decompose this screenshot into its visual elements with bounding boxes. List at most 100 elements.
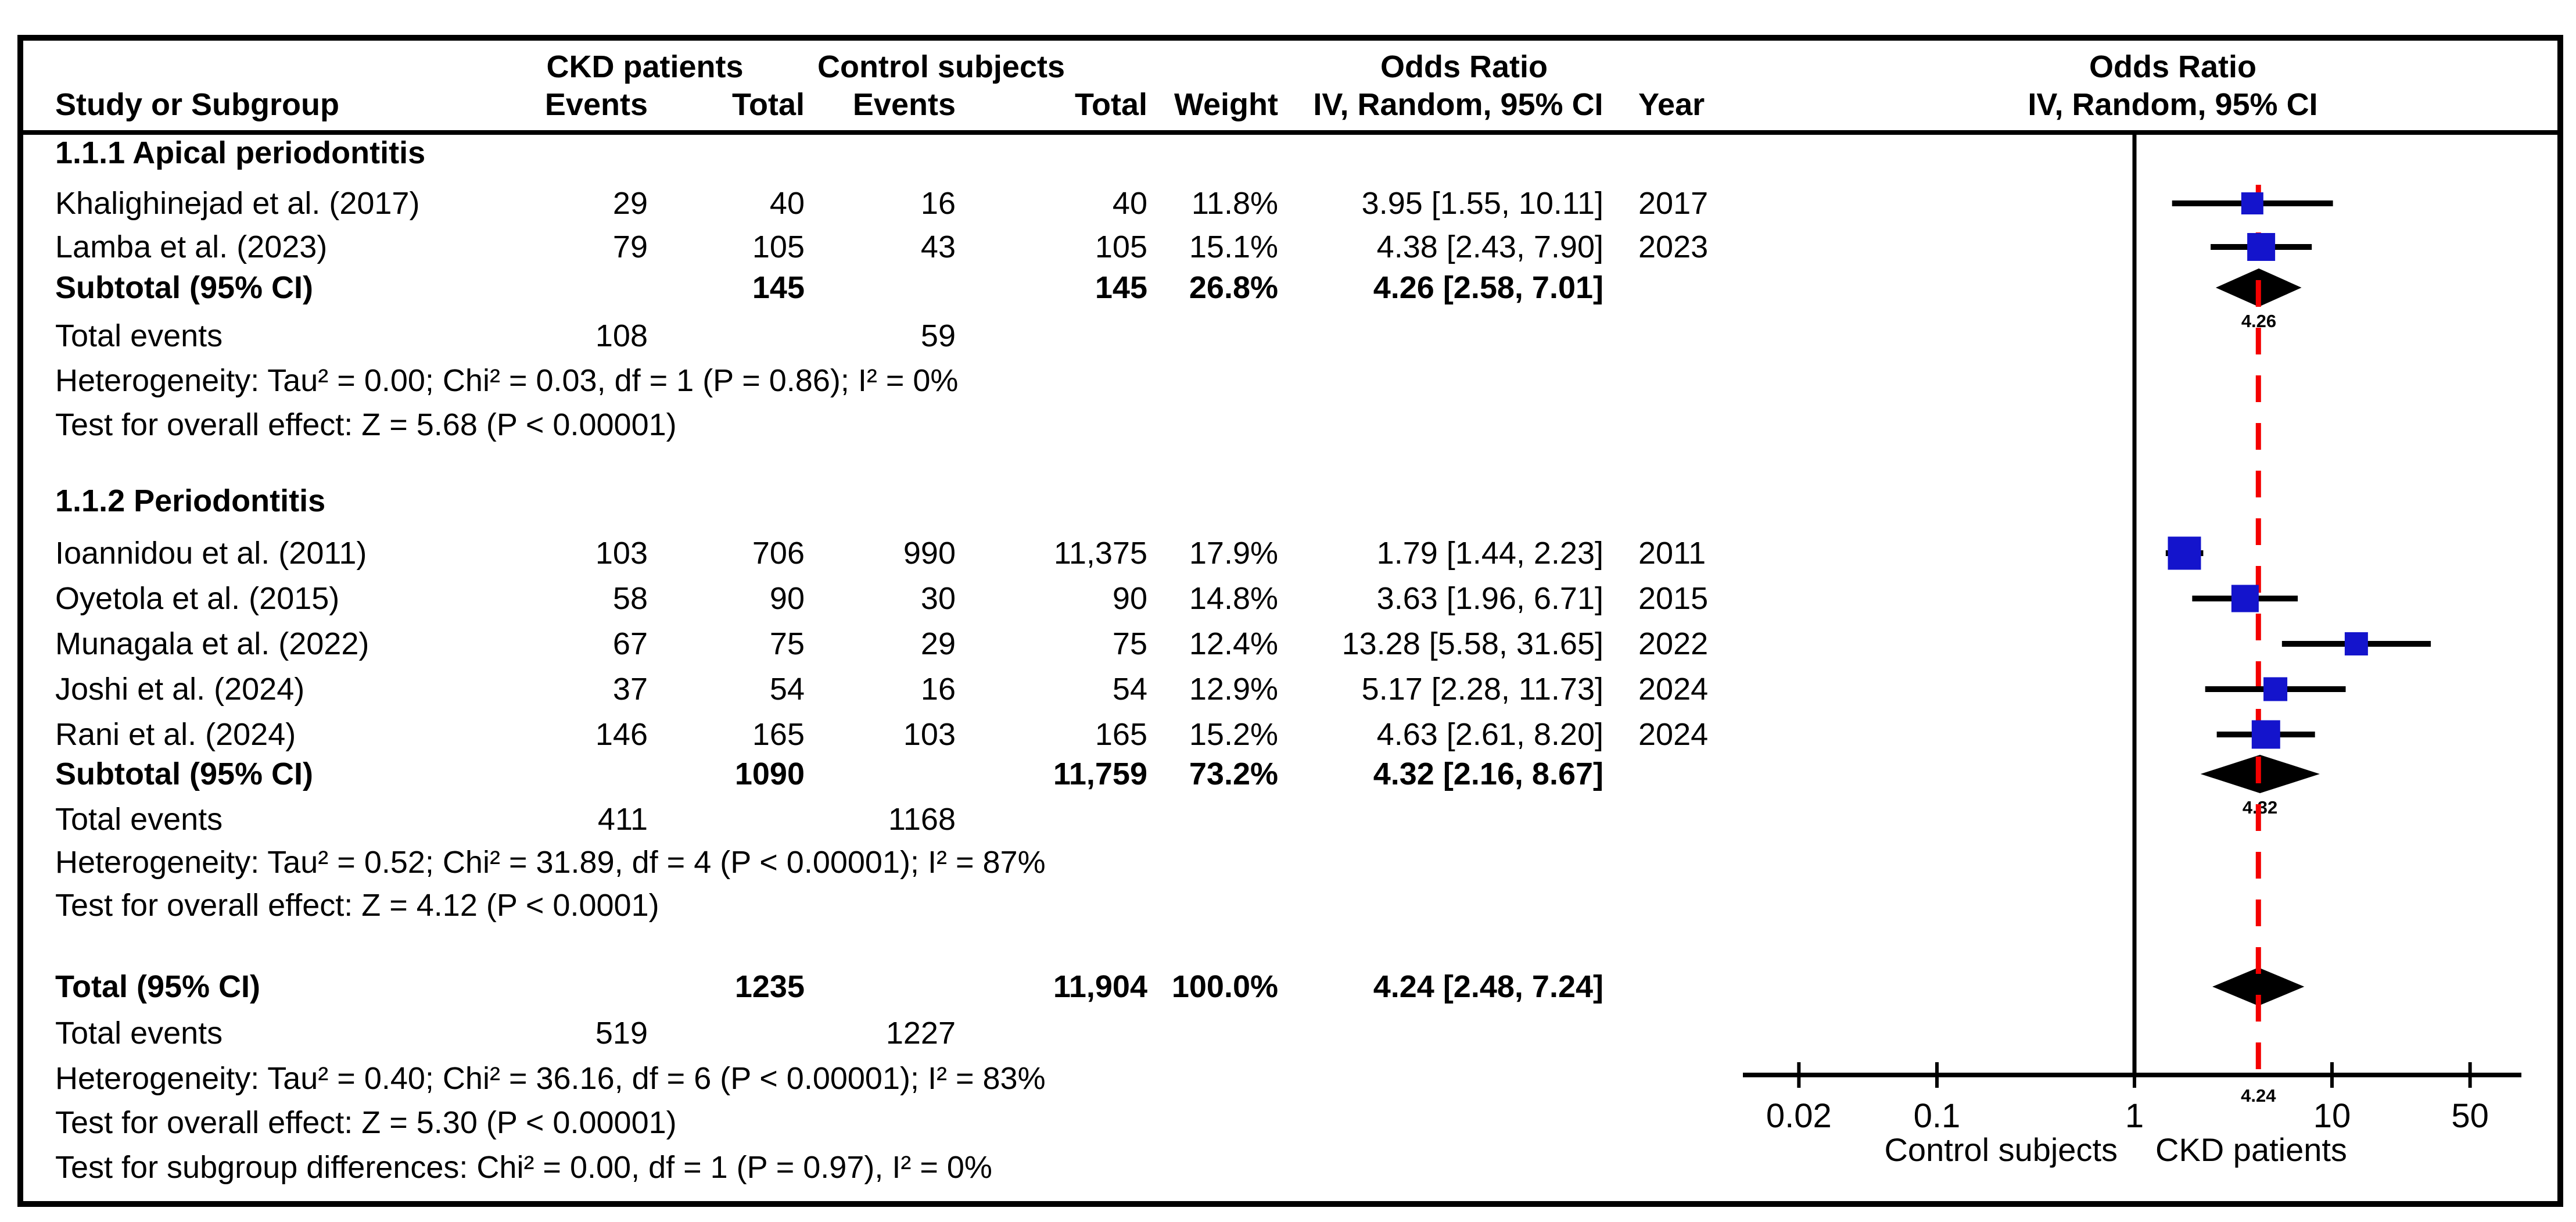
- control-events-value: 990: [903, 536, 956, 571]
- study-name: Ioannidou et al. (2011): [55, 536, 367, 571]
- overall-effect-text: Test for overall effect: Z = 5.68 (P < 0…: [55, 407, 677, 442]
- subgroup-differences-text: Test for subgroup differences: Chi² = 0.…: [55, 1150, 992, 1185]
- ckd-events-value: 103: [595, 536, 648, 571]
- effect-marker: [2251, 720, 2280, 749]
- control-events-value: 16: [920, 186, 956, 221]
- total-ckd-total: 1235: [734, 969, 805, 1004]
- subtotal-control-total: 11,759: [1053, 757, 1147, 791]
- or-ci-value: 5.17 [2.28, 11.73]: [1361, 672, 1603, 707]
- control-total-value: 40: [1112, 186, 1147, 221]
- subgroup-title: 1.1.1 Apical periodontitis: [55, 135, 426, 170]
- weight-col-header: Weight: [1174, 87, 1278, 122]
- year-value: 2011: [1638, 536, 1706, 571]
- header-rule: [23, 130, 2557, 135]
- control-events-col-header: Events: [852, 87, 956, 122]
- study-name: Rani et al. (2024): [55, 717, 296, 752]
- ckd-total-value: 54: [769, 672, 805, 707]
- control-events-value: 103: [903, 717, 956, 752]
- control-total-value: 54: [1112, 672, 1147, 707]
- or-ci-value: 3.63 [1.96, 6.71]: [1376, 581, 1603, 616]
- study-name: Lamba et al. (2023): [55, 230, 328, 264]
- control-total-value: 11,375: [1053, 536, 1147, 571]
- ckd-total-col-header: Total: [732, 87, 805, 122]
- axis-tick-label: 0.02: [1766, 1097, 1832, 1135]
- control-events-value: 16: [920, 672, 956, 707]
- total-or-ci: 4.24 [2.48, 7.24]: [1373, 969, 1603, 1004]
- or-ci-value: 13.28 [5.58, 31.65]: [1341, 626, 1603, 661]
- subtotal-control-total: 145: [1095, 270, 1147, 305]
- ckd-events-value: 67: [612, 626, 648, 661]
- or-ci-value: 4.63 [2.61, 8.20]: [1376, 717, 1603, 752]
- control-total-col-header: Total: [1075, 87, 1147, 122]
- control-total-value: 90: [1112, 581, 1147, 616]
- favours-left-label: Control subjects: [1884, 1131, 2118, 1168]
- effect-marker: [2168, 536, 2201, 570]
- heterogeneity-text: Heterogeneity: Tau² = 0.00; Chi² = 0.03,…: [55, 363, 959, 398]
- grand-total-events-label: Total events: [55, 1016, 223, 1051]
- total-events-ckd: 411: [597, 802, 648, 837]
- effect-marker: [2263, 677, 2288, 701]
- grand-total-events-control: 1227: [885, 1016, 956, 1051]
- ckd-events-value: 29: [612, 186, 648, 221]
- year-value: 2015: [1638, 581, 1709, 616]
- year-col-header: Year: [1638, 87, 1705, 122]
- study-name: Munagala et al. (2022): [55, 626, 369, 661]
- total-events-control: 59: [920, 318, 956, 353]
- ckd-total-value: 90: [769, 581, 805, 616]
- ckd-events-value: 58: [612, 581, 648, 616]
- subtotal-weight: 73.2%: [1189, 757, 1278, 791]
- subgroup-title: 1.1.2 Periodontitis: [55, 483, 326, 518]
- plot-title: Odds Ratio: [2089, 49, 2256, 84]
- total-control-total: 11,904: [1053, 969, 1147, 1004]
- subtotal-weight: 26.8%: [1189, 270, 1278, 305]
- subtotal-or-ci: 4.26 [2.58, 7.01]: [1373, 270, 1603, 305]
- study-col-header: Study or Subgroup: [55, 87, 339, 122]
- control-total-value: 105: [1095, 230, 1147, 264]
- subtotal-label: Subtotal (95% CI): [55, 270, 314, 305]
- year-value: 2017: [1638, 186, 1709, 221]
- ckd-total-value: 105: [752, 230, 805, 264]
- control-events-value: 43: [920, 230, 956, 264]
- year-value: 2024: [1638, 672, 1709, 707]
- axis-tick-label: 0.1: [1914, 1097, 1961, 1135]
- effect-marker: [2241, 192, 2263, 214]
- ckd-events-col-header: Events: [544, 87, 648, 122]
- year-value: 2024: [1638, 717, 1709, 752]
- subtotal-ckd-total: 1090: [734, 757, 805, 791]
- figure-border: [17, 35, 2563, 1207]
- total-diamond: [2212, 967, 2305, 1006]
- axis-tick-label: 1: [2125, 1097, 2144, 1135]
- effect-marker: [2231, 585, 2259, 612]
- axis-tick-label: 10: [2313, 1097, 2351, 1135]
- or-ci-value: 4.38 [2.43, 7.90]: [1376, 230, 1603, 264]
- favours-right-label: CKD patients: [2155, 1131, 2347, 1168]
- control-total-value: 75: [1112, 626, 1147, 661]
- year-value: 2023: [1638, 230, 1709, 264]
- control-events-value: 29: [920, 626, 956, 661]
- control-total-value: 165: [1095, 717, 1147, 752]
- overall-effect-text: Test for overall effect: Z = 4.12 (P < 0…: [55, 888, 659, 923]
- or-ci-value: 3.95 [1.55, 10.11]: [1361, 186, 1603, 221]
- effect-marker: [2247, 233, 2276, 261]
- subtotal-ckd-total: 145: [752, 270, 805, 305]
- iv-random-col-header: IV, Random, 95% CI: [1313, 87, 1603, 122]
- grand-total-events-ckd: 519: [595, 1016, 648, 1051]
- ckd-group-header: CKD patients: [546, 49, 744, 84]
- weight-value: 17.9%: [1189, 536, 1278, 571]
- subtotal-or-ci: 4.32 [2.16, 8.67]: [1373, 757, 1603, 791]
- ckd-total-value: 40: [769, 186, 805, 221]
- axis-tick-label: 50: [2451, 1097, 2489, 1135]
- odds-ratio-header: Odds Ratio: [1380, 49, 1548, 84]
- study-name: Joshi et al. (2024): [55, 672, 305, 707]
- ckd-total-value: 75: [769, 626, 805, 661]
- effect-marker: [2344, 632, 2368, 655]
- ckd-events-value: 37: [612, 672, 648, 707]
- total-events-label: Total events: [55, 318, 223, 353]
- total-weight: 100.0%: [1171, 969, 1278, 1004]
- heterogeneity-text: Heterogeneity: Tau² = 0.52; Chi² = 31.89…: [55, 845, 1046, 880]
- total-events-ckd: 108: [595, 318, 648, 353]
- study-name: Khalighinejad et al. (2017): [55, 186, 420, 221]
- weight-value: 11.8%: [1191, 186, 1278, 221]
- weight-value: 14.8%: [1189, 581, 1278, 616]
